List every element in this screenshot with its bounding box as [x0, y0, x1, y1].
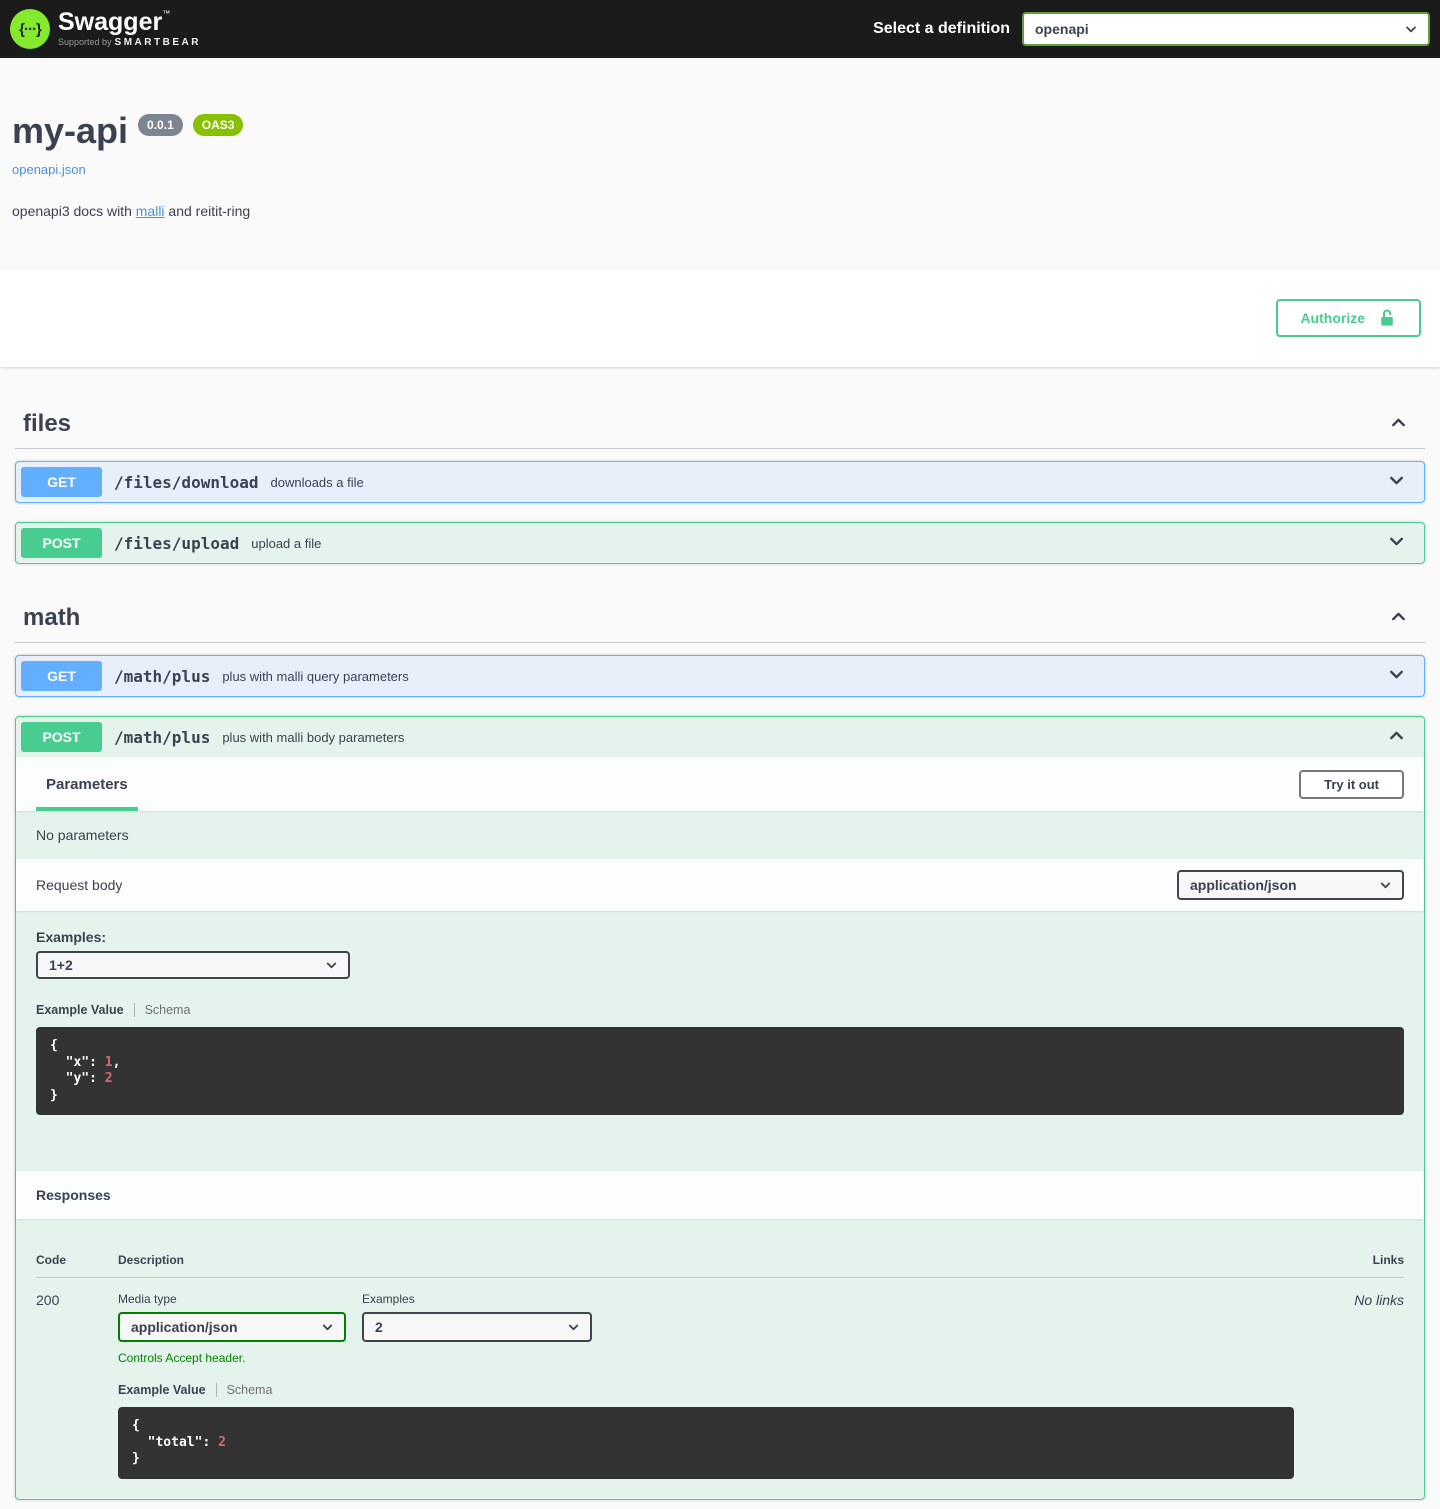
tab-parameters[interactable]: Parameters: [36, 757, 138, 811]
tag-title: files: [23, 410, 72, 437]
tag-section-math: math GET /math/plus plus with malli quer…: [15, 594, 1425, 1500]
expand-operation-button[interactable]: [1380, 531, 1413, 555]
op-summary[interactable]: POST /files/upload upload a file: [16, 523, 1424, 563]
collapse-operation-button[interactable]: [1380, 725, 1413, 749]
op-summary-text: downloads a file: [270, 474, 364, 490]
op-path: /files/upload: [114, 533, 240, 553]
accept-header-message: Controls Accept header.: [118, 1351, 246, 1365]
tag-header-files[interactable]: files: [15, 400, 1425, 449]
chevron-up-icon: [1392, 418, 1405, 427]
request-body-header: Request body application/json: [16, 859, 1424, 911]
response-example-code: { "total": 2}: [118, 1407, 1294, 1479]
expand-operation-button[interactable]: [1380, 470, 1413, 494]
op-summary[interactable]: GET /files/download downloads a file: [16, 462, 1424, 502]
api-description: openapi3 docs with malli and reitit-ring: [12, 203, 251, 219]
request-body-content: Examples: 1+2 Example Value Schema { "x"…: [16, 911, 1424, 1115]
page-title: my-api: [12, 110, 129, 151]
op-get-files-download: GET /files/download downloads a file: [15, 461, 1425, 503]
method-badge: POST: [21, 722, 102, 752]
oas3-badge: OAS3: [192, 114, 244, 136]
op-summary-text: upload a file: [251, 535, 322, 551]
malli-link[interactable]: malli: [135, 203, 165, 219]
tab-example-value[interactable]: Example Value: [36, 1003, 124, 1017]
responses-header: Responses: [16, 1171, 1424, 1219]
op-post-files-upload: POST /files/upload upload a file: [15, 522, 1425, 564]
chevron-up-icon: [1390, 731, 1403, 740]
collapse-section-button[interactable]: [1382, 606, 1415, 630]
op-summary-text: plus with malli body parameters: [222, 729, 405, 745]
request-content-type-select[interactable]: application/json: [1177, 870, 1404, 900]
column-header-description: Description: [118, 1239, 1294, 1278]
chevron-up-icon: [1392, 612, 1405, 621]
response-status-code: 200: [36, 1292, 60, 1308]
parameters-header: Parameters Try it out: [16, 757, 1424, 811]
definition-select-value: openapi: [1035, 21, 1089, 37]
chevron-down-icon: [1390, 537, 1403, 546]
request-body-label: Request body: [36, 877, 123, 893]
supported-by-label: Supported by: [58, 37, 112, 47]
authorize-label: Authorize: [1300, 310, 1365, 326]
response-links-cell: No links: [1354, 1292, 1404, 1308]
op-get-math-plus: GET /math/plus plus with malli query par…: [15, 655, 1425, 697]
chevron-down-icon: [1390, 670, 1403, 679]
op-summary-text: plus with malli query parameters: [222, 668, 409, 684]
column-header-code: Code: [36, 1239, 118, 1278]
chevron-down-icon: [1380, 882, 1391, 889]
op-path: /files/download: [114, 472, 259, 492]
tag-title: math: [23, 604, 81, 631]
collapse-section-button[interactable]: [1382, 412, 1415, 436]
tag-header-math[interactable]: math: [15, 594, 1425, 643]
op-path: /math/plus: [114, 666, 211, 686]
tab-example-value[interactable]: Example Value: [118, 1383, 206, 1397]
method-badge: GET: [21, 661, 102, 691]
chevron-down-icon: [1406, 26, 1416, 33]
authorize-button[interactable]: Authorize: [1276, 299, 1421, 337]
tab-schema[interactable]: Schema: [133, 1003, 201, 1017]
smartbear-brand: SMARTBEAR: [114, 37, 201, 48]
chevron-down-icon: [568, 1324, 579, 1331]
topbar: {···} Swagger™ Supported by SMARTBEAR Sel…: [0, 0, 1440, 58]
logo-title: Swagger: [58, 8, 163, 36]
chevron-down-icon: [1390, 476, 1403, 485]
response-example-select[interactable]: 2: [362, 1312, 592, 1342]
op-path: /math/plus: [114, 727, 211, 747]
swagger-logo-icon: {···}: [10, 9, 50, 49]
tab-schema[interactable]: Schema: [215, 1383, 283, 1397]
chevron-down-icon: [326, 962, 337, 969]
method-badge: GET: [21, 467, 102, 497]
version-badge: 0.0.1: [138, 114, 183, 136]
swagger-logo[interactable]: {···} Swagger™ Supported by SMARTBEAR: [10, 9, 201, 49]
responses-label: Responses: [36, 1187, 111, 1203]
model-tabs: Example Value Schema: [118, 1383, 1294, 1397]
response-media-type-select[interactable]: application/json: [118, 1312, 346, 1342]
definition-label: Select a definition: [873, 20, 1010, 37]
no-parameters-text: No parameters: [36, 827, 129, 843]
responses-table: Code Description Links 200 Media type ap…: [36, 1239, 1404, 1479]
responses-body: Code Description Links 200 Media type ap…: [16, 1219, 1424, 1499]
model-tabs: Example Value Schema: [36, 1003, 1404, 1017]
operation-body: Parameters Try it out No parameters Requ…: [16, 757, 1424, 1499]
expand-operation-button[interactable]: [1380, 664, 1413, 688]
info-section: my-api 0.0.1 OAS3 openapi.json openapi3 …: [0, 58, 1440, 269]
examples-label: Examples:: [36, 929, 107, 945]
media-type-label: Media type: [118, 1292, 177, 1306]
column-header-links: Links: [1294, 1239, 1404, 1278]
request-example-code: { "x": 1, "y": 2}: [36, 1027, 1404, 1115]
response-examples-label: Examples: [362, 1292, 415, 1306]
op-post-math-plus-expanded: POST /math/plus plus with malli body par…: [15, 716, 1425, 1500]
method-badge: POST: [21, 528, 102, 558]
op-summary[interactable]: POST /math/plus plus with malli body par…: [16, 717, 1424, 757]
trademark: ™: [162, 9, 171, 18]
response-description-cell: Media type application/json Examples: [118, 1278, 1294, 1479]
try-it-out-button[interactable]: Try it out: [1299, 769, 1404, 799]
chevron-down-icon: [322, 1324, 333, 1331]
spec-url-link[interactable]: openapi.json: [12, 162, 86, 177]
op-summary[interactable]: GET /math/plus plus with malli query par…: [16, 656, 1424, 696]
scheme-container: Authorize: [0, 269, 1440, 367]
api-title-row: my-api 0.0.1 OAS3: [12, 110, 1428, 152]
unlock-icon: [1381, 309, 1393, 326]
tag-section-files: files GET /files/download downloads a fi…: [15, 400, 1425, 564]
request-example-select[interactable]: 1+2: [36, 951, 350, 979]
definition-select[interactable]: openapi: [1022, 12, 1430, 46]
